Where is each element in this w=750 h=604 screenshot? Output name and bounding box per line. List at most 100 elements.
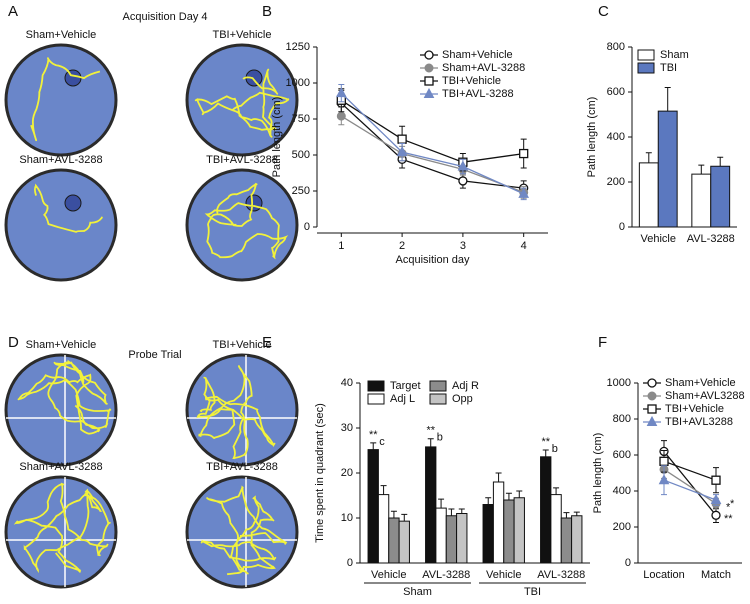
bar [482,504,494,564]
swim-path [194,68,290,138]
legend-label: TBI+AVL-3288 [442,88,514,100]
pool [185,475,299,589]
panel-title: Acquisition Day 4 [123,11,208,23]
pool-label: Sham+Vehicle [26,29,97,41]
error-bar [717,156,724,167]
bar [550,494,562,564]
panel-label: D [8,334,19,351]
pool [4,43,118,157]
y-axis-label: Time spent in quadrant (sec) [314,403,326,543]
swim-path [30,57,101,142]
error-bar [401,513,408,522]
series-line [340,99,524,163]
legend-marker [647,404,657,414]
error-bar [516,490,523,498]
bar [540,456,552,564]
error-bar [542,449,549,457]
bar [560,517,573,564]
swim-path [200,485,288,576]
legend-label: Sham+AVL3288 [665,390,745,402]
legend-label: Sham+Vehicle [665,377,736,389]
legend-swatch [367,393,385,405]
error-bar [563,512,570,518]
legend-label: Sham+Vehicle [442,49,513,61]
series-line [340,92,524,195]
x-tick-label: 4 [521,240,527,252]
y-tick-label: 500 [292,149,310,161]
x-tick-label: 2 [399,240,405,252]
legend-label: TBI+Vehicle [442,75,501,87]
y-tick-label: 800 [607,41,625,53]
x-tick-label: AVL-3288 [422,569,470,581]
x-tick-label: Match [701,569,731,581]
y-tick-label: 750 [292,113,310,125]
series-line [663,479,717,501]
legend-label: Sham+AVL-3288 [442,62,525,74]
bar [367,449,379,564]
legend-label: Target [390,380,421,392]
bar [435,507,447,564]
y-tick-label: 800 [613,413,631,425]
legend-marker [424,76,434,86]
series-line [663,450,717,516]
pool-label: TBI+Vehicle [212,29,271,41]
y-tick-label: 0 [625,557,631,569]
bar [710,165,731,228]
y-tick-label: 0 [304,221,310,233]
significance: ** [369,429,378,441]
x-axis-label: Acquisition day [396,254,470,266]
pool-label: TBI+AVL-3288 [206,154,278,166]
group-label: TBI [524,586,541,598]
legend-marker [646,415,658,426]
group-label: Sham [403,586,432,598]
marker [658,474,670,485]
legend-label: Adj R [452,380,479,392]
y-axis-label: Path length (cm) [271,97,283,178]
panel-label: C [598,3,609,20]
error-bar [698,164,705,175]
x-tick-label: Vehicle [641,233,676,245]
y-tick-label: 400 [613,485,631,497]
legend-swatch [637,49,655,61]
marker [397,134,407,144]
bar [691,173,712,228]
y-axis-label: Path length (cm) [586,97,598,178]
legend-swatch [367,380,385,392]
pool-label: Sham+AVL-3288 [19,154,102,166]
legend-marker [647,391,657,401]
panel-label: B [262,3,272,20]
error-bar [505,492,512,500]
bar [377,494,390,564]
bar [492,481,505,564]
panel-label: F [598,334,607,351]
legend-swatch [637,62,655,74]
pool [4,168,118,282]
y-tick-label: 0 [619,221,625,233]
swim-path [17,359,112,435]
y-tick-label: 200 [613,521,631,533]
marker [518,187,530,198]
swim-path [196,365,276,460]
series-line [340,102,524,189]
legend-label: TBI+AVL3288 [665,416,733,428]
y-tick-label: 1000 [607,377,631,389]
marker [659,456,669,466]
x-tick-label: AVL-3288 [687,233,735,245]
y-tick-label: 400 [607,131,625,143]
error-bar [458,508,465,514]
y-tick-label: 0 [347,557,353,569]
bar [425,446,437,564]
y-tick-label: 20 [341,467,353,479]
legend-label: Sham [660,49,689,61]
error-bar [448,508,455,516]
bar [398,520,410,564]
panel-title: Probe Trial [128,349,181,361]
error-bar [370,442,377,450]
platform [64,69,82,87]
pool [4,353,118,467]
y-tick-label: 1250 [286,41,310,53]
error-bar [573,511,580,516]
significance-letter: b [552,443,558,455]
x-tick-label: Vehicle [486,569,521,581]
marker [336,111,346,121]
